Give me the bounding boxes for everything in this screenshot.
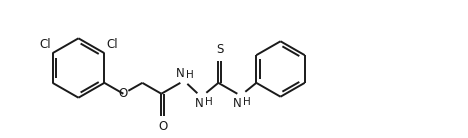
Text: N: N	[176, 67, 185, 80]
Text: Cl: Cl	[39, 38, 51, 51]
Text: H: H	[243, 97, 251, 107]
Text: H: H	[186, 70, 194, 80]
Text: O: O	[158, 120, 168, 133]
Text: N: N	[195, 97, 204, 110]
Text: Cl: Cl	[106, 38, 118, 51]
Text: O: O	[119, 87, 128, 100]
Text: N: N	[233, 97, 241, 110]
Text: S: S	[216, 43, 224, 56]
Text: H: H	[205, 97, 213, 107]
